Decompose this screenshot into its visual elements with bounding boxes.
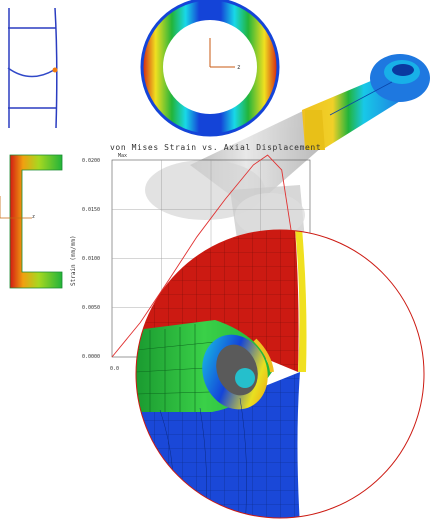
y-axis-label: Strain (mm/mm) (70, 235, 77, 286)
series-line-max (111, 154, 311, 358)
y-tick-label: 0.0000 (82, 354, 100, 360)
chart-title: von Mises Strain vs. Axial Displacement (110, 143, 321, 152)
channel-contour: z (0, 154, 63, 289)
ring-axis-label: z (237, 64, 241, 71)
ghost-rod (145, 110, 330, 260)
connecting-rod (302, 54, 430, 150)
y-tick-label: 0.0050 (82, 305, 100, 311)
y-tick-label: 0.0200 (82, 158, 100, 164)
x-tick-label: 0.0 (110, 366, 119, 372)
chart-series (111, 154, 311, 358)
y-tick-label: 0.0150 (82, 207, 100, 213)
series-label: Max (118, 153, 127, 159)
y-tick-label: 0.0100 (82, 256, 100, 262)
zoom-detail (135, 229, 425, 519)
column-wireframe (7, 7, 58, 129)
channel-axis-label: z (32, 214, 35, 220)
ring-contour: z (140, 0, 280, 137)
